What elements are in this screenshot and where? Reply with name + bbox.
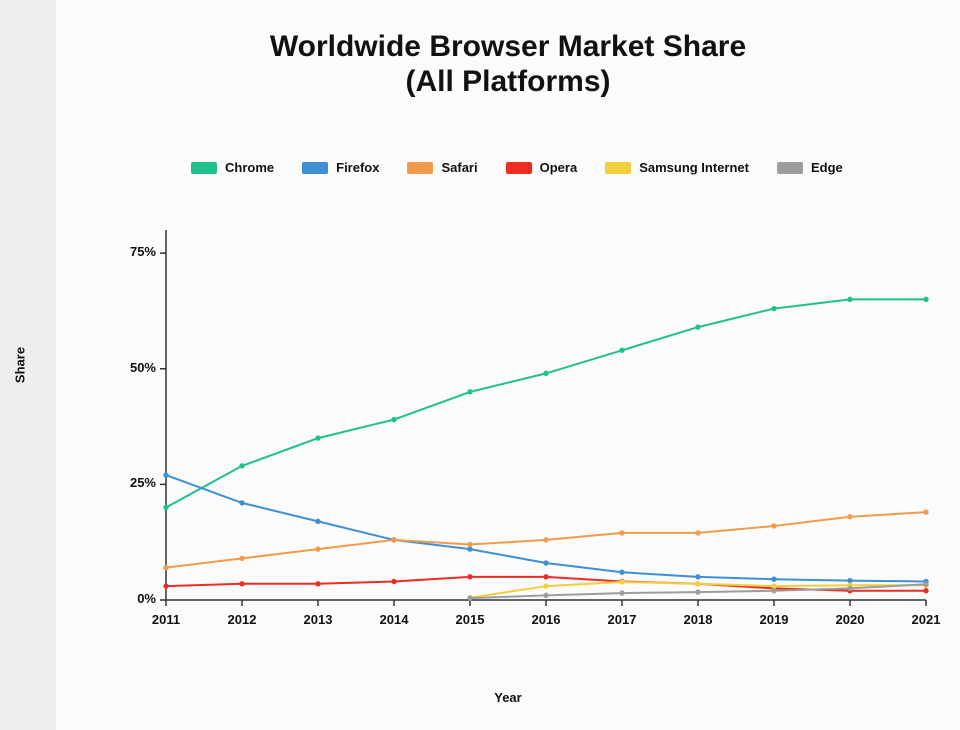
series-marker [468, 575, 472, 579]
series-marker [164, 505, 168, 509]
x-tick-label: 2021 [912, 612, 941, 627]
series-marker [848, 515, 852, 519]
y-tick-label: 25% [106, 475, 156, 490]
series-marker [240, 556, 244, 560]
series-marker [772, 584, 776, 588]
series-marker [468, 542, 472, 546]
series-marker [696, 325, 700, 329]
series-marker [772, 524, 776, 528]
y-tick-label: 0% [106, 591, 156, 606]
x-tick-label: 2019 [760, 612, 789, 627]
series-marker [544, 593, 548, 597]
series-marker [924, 510, 928, 514]
y-axis-title: Share [13, 347, 28, 383]
series-marker [620, 531, 624, 535]
series-marker [468, 596, 472, 600]
series-marker [924, 297, 928, 301]
series-marker [772, 577, 776, 581]
series-marker [696, 531, 700, 535]
series-marker [620, 570, 624, 574]
series-marker [316, 547, 320, 551]
series-marker [620, 591, 624, 595]
x-tick-label: 2016 [532, 612, 561, 627]
series-marker [468, 390, 472, 394]
y-tick-label: 50% [106, 360, 156, 375]
series-marker [848, 297, 852, 301]
series-marker [544, 371, 548, 375]
series-marker [544, 584, 548, 588]
x-tick-label: 2017 [608, 612, 637, 627]
series-line [166, 299, 926, 507]
series-marker [544, 561, 548, 565]
series-marker [392, 538, 396, 542]
series-marker [240, 501, 244, 505]
x-axis-title: Year [56, 690, 960, 705]
series-marker [392, 417, 396, 421]
x-tick-label: 2012 [228, 612, 257, 627]
series-marker [544, 575, 548, 579]
series-marker [240, 582, 244, 586]
series-marker [164, 565, 168, 569]
series-marker [316, 582, 320, 586]
series-marker [468, 547, 472, 551]
series-marker [544, 538, 548, 542]
series-marker [924, 589, 928, 593]
x-tick-label: 2014 [380, 612, 409, 627]
x-tick-label: 2013 [304, 612, 333, 627]
y-tick-label: 75% [106, 244, 156, 259]
series-marker [848, 578, 852, 582]
chart-plot [56, 0, 960, 730]
series-marker [772, 306, 776, 310]
series-marker [392, 579, 396, 583]
series-marker [696, 582, 700, 586]
series-marker [316, 519, 320, 523]
chart-panel: Worldwide Browser Market Share (All Plat… [56, 0, 960, 730]
series-marker [240, 464, 244, 468]
x-tick-label: 2018 [684, 612, 713, 627]
x-tick-label: 2011 [152, 612, 180, 627]
series-marker [620, 348, 624, 352]
series-marker [924, 582, 928, 586]
series-marker [164, 473, 168, 477]
x-tick-label: 2015 [456, 612, 485, 627]
series-marker [316, 436, 320, 440]
series-marker [848, 586, 852, 590]
series-marker [696, 590, 700, 594]
series-marker [772, 589, 776, 593]
series-marker [164, 584, 168, 588]
series-marker [696, 575, 700, 579]
x-tick-label: 2020 [836, 612, 865, 627]
series-marker [620, 580, 624, 584]
